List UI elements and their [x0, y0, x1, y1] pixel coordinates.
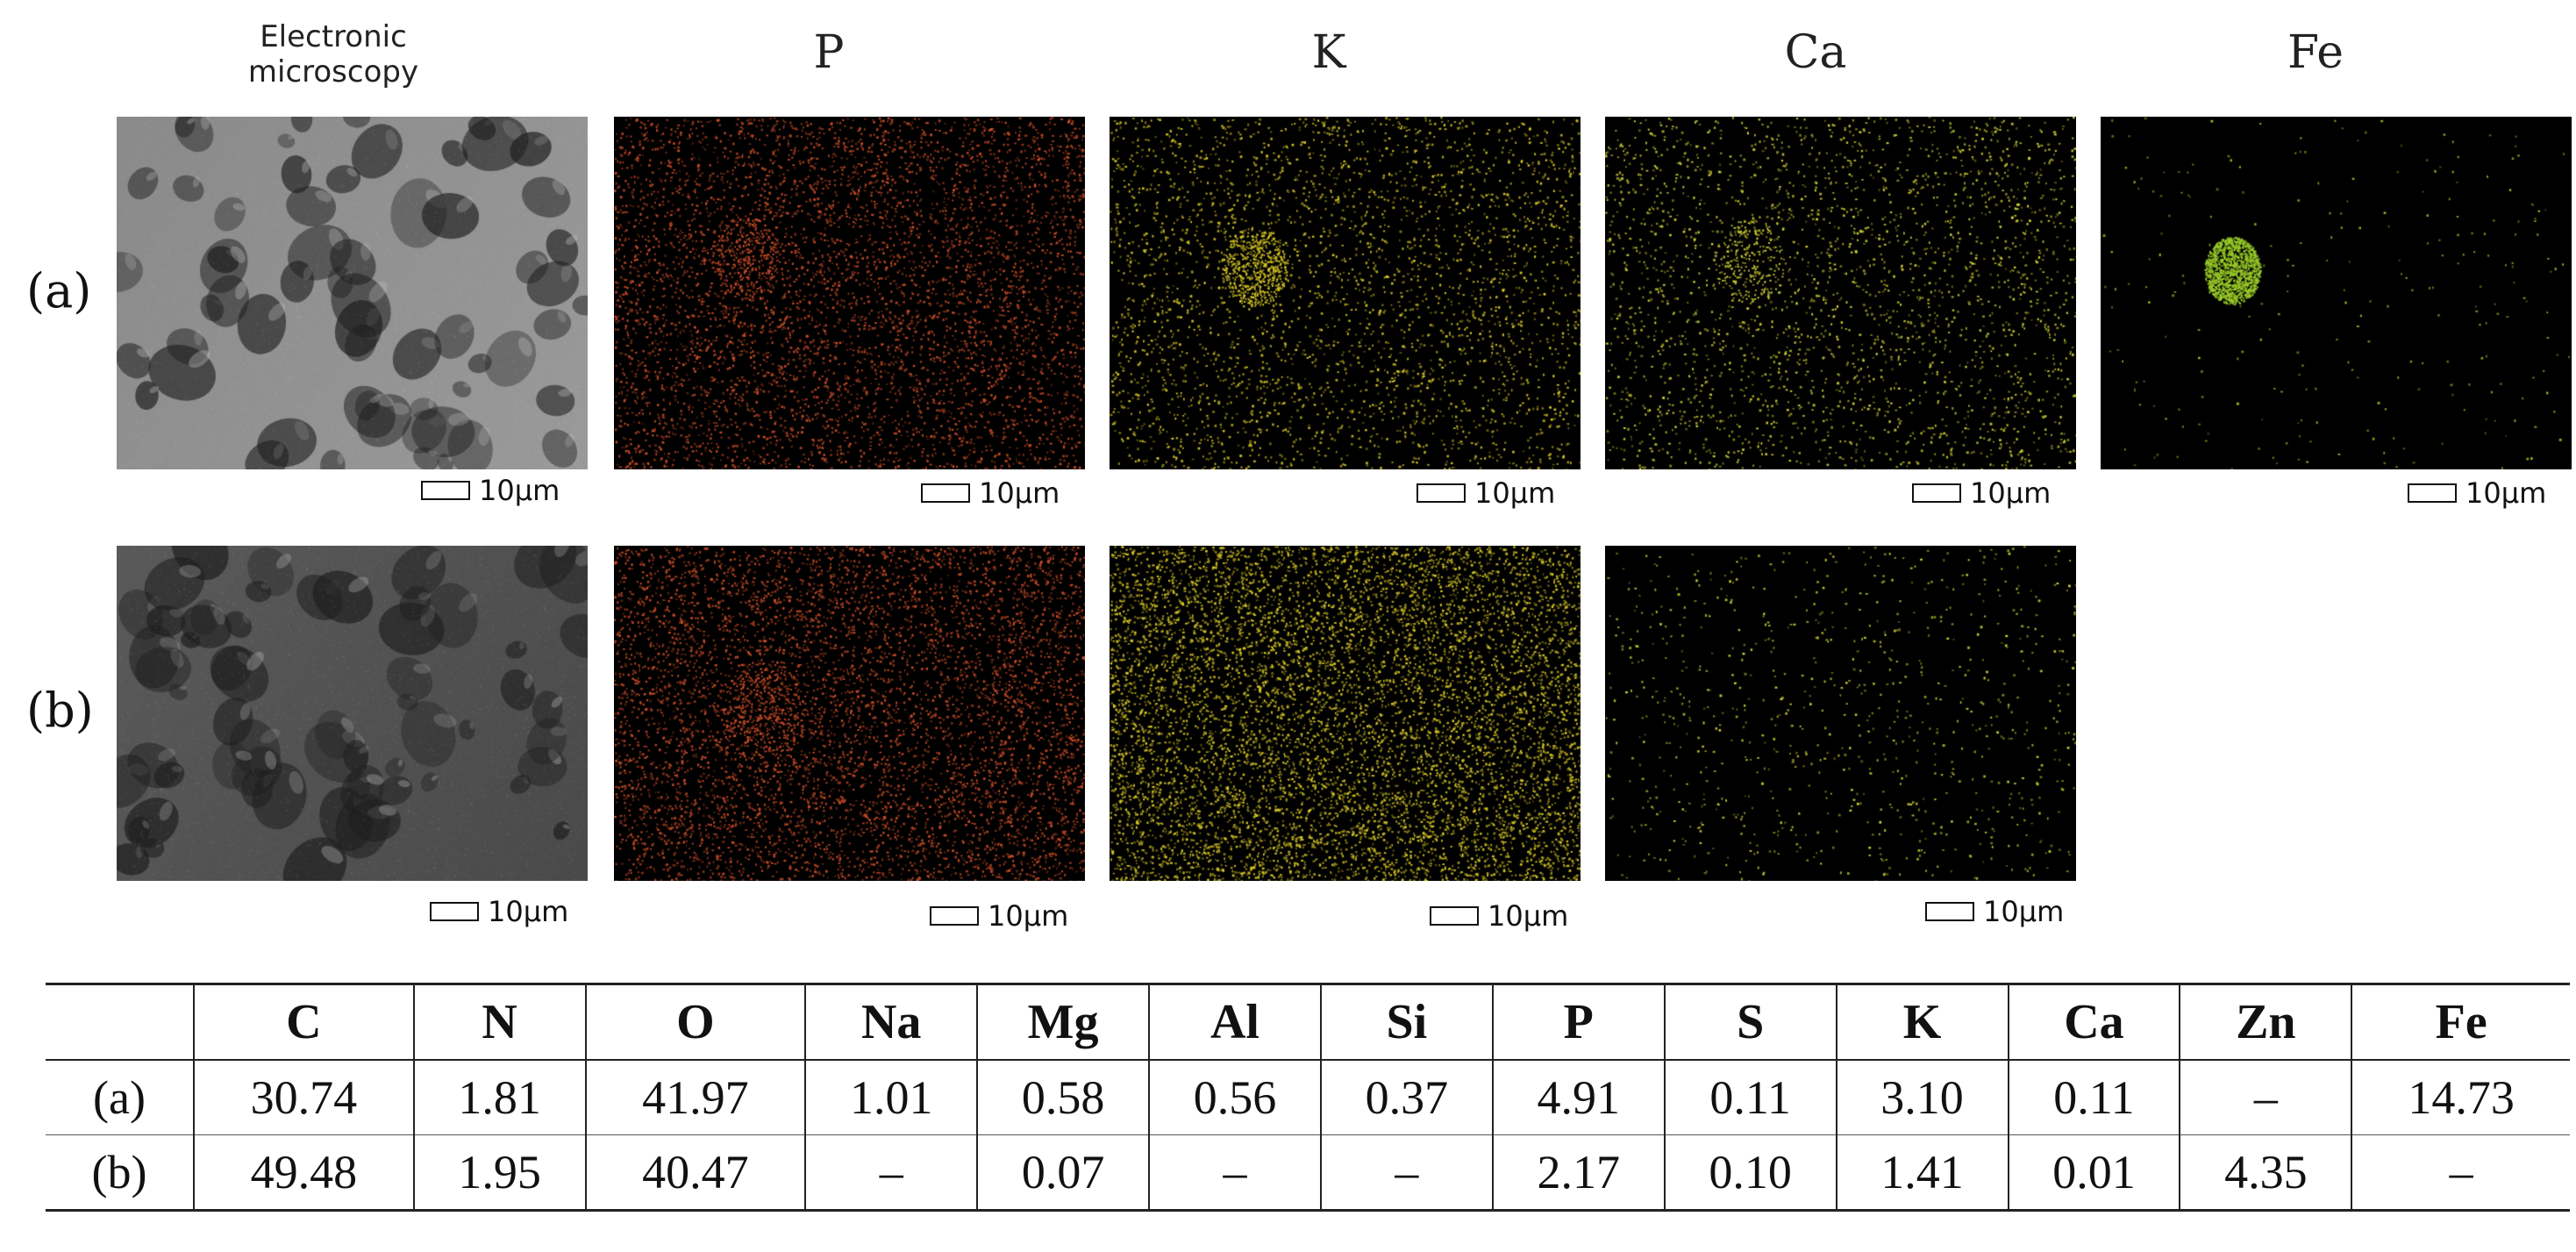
table-header-row: C N O Na Mg Al Si P S K Ca Zn Fe [46, 983, 2570, 1061]
table-cell: (b) [46, 1134, 194, 1212]
map-fe-a [2101, 117, 2572, 469]
map-fe-a-canvas [2101, 117, 2572, 469]
sem-image-a-canvas [117, 117, 588, 469]
table-cell: 0.37 [1319, 1060, 1493, 1135]
scale-bar-box [1925, 902, 1974, 921]
scale-bar-sem-b: 10μm [430, 895, 568, 928]
sem-image-b-canvas [117, 546, 588, 881]
table-cell: 1.41 [1835, 1134, 2009, 1212]
table-header-cell: Fe [2351, 983, 2570, 1061]
scale-bar-ca-b: 10μm [1925, 895, 2064, 928]
table-header-cell: N [412, 983, 586, 1061]
scale-bar-ca-a: 10μm [1912, 476, 2051, 510]
scale-bar-label: 10μm [2465, 476, 2547, 510]
scale-bar-box [930, 906, 979, 926]
map-p-a [614, 117, 1085, 469]
map-k-b-canvas [1110, 546, 1581, 881]
table-header-cell: S [1663, 983, 1837, 1061]
column-header-k: K [1311, 26, 1346, 79]
table-cell: (a) [46, 1060, 194, 1135]
column-header-ca: Ca [1784, 26, 1847, 79]
table-cell: 14.73 [2351, 1060, 2570, 1135]
map-p-a-canvas [614, 117, 1085, 469]
table-header-cell: P [1491, 983, 1665, 1061]
table-cell: 1.95 [412, 1134, 586, 1212]
table-cell: 0.11 [1663, 1060, 1837, 1135]
scale-bar-box [1416, 483, 1466, 503]
scale-bar-box [1430, 906, 1479, 926]
scale-bar-p-a: 10μm [921, 476, 1060, 510]
table-cell: 1.01 [804, 1060, 978, 1135]
scale-bar-label: 10μm [1970, 476, 2052, 510]
table-cell: 3.10 [1835, 1060, 2009, 1135]
map-ca-b [1605, 546, 2076, 881]
scale-bar-box [921, 483, 970, 503]
scale-bar-label: 10μm [1488, 899, 1569, 933]
scale-bar-k-a: 10μm [1416, 476, 1555, 510]
table-header-cell: C [193, 983, 414, 1061]
table-cell: 30.74 [193, 1060, 414, 1135]
table-cell: – [2351, 1134, 2570, 1212]
table-cell: 4.35 [2179, 1134, 2352, 1212]
table-cell: 0.58 [976, 1060, 1150, 1135]
table-cell: 41.97 [584, 1060, 806, 1135]
table-header-cell [46, 983, 194, 1061]
scale-bar-label: 10μm [988, 899, 1069, 933]
column-header-fe: Fe [2287, 26, 2344, 79]
table-cell: 0.07 [976, 1134, 1150, 1212]
scale-bar-box [421, 481, 470, 500]
scale-bar-box [430, 902, 479, 921]
map-k-a [1110, 117, 1581, 469]
table-cell: 2.17 [1491, 1134, 1665, 1212]
table-cell: 0.01 [2007, 1134, 2180, 1212]
table-header-cell: Mg [976, 983, 1150, 1061]
table-header-cell: Na [804, 983, 978, 1061]
table-header-cell: Zn [2179, 983, 2352, 1061]
column-header-electronic-microscopy: Electronic microscopy [219, 19, 447, 89]
column-header-label: Electronic microscopy [247, 19, 419, 89]
scale-bar-p-b: 10μm [930, 899, 1068, 933]
map-ca-a [1605, 117, 2076, 469]
map-p-b-canvas [614, 546, 1085, 881]
table-cell: – [804, 1134, 978, 1212]
scale-bar-sem-a: 10μm [421, 474, 560, 507]
map-p-b [614, 546, 1085, 881]
table-cell: 0.10 [1663, 1134, 1837, 1212]
scale-bar-label: 10μm [488, 895, 569, 928]
table-cell: – [1148, 1134, 1321, 1212]
scale-bar-label: 10μm [1983, 895, 2065, 928]
scale-bar-k-b: 10μm [1430, 899, 1568, 933]
scale-bar-box [1912, 483, 1961, 503]
table-header-cell: Al [1148, 983, 1321, 1061]
table-header-cell: O [584, 983, 806, 1061]
table-row: (b) 49.48 1.95 40.47 – 0.07 – – 2.17 0.1… [46, 1134, 2570, 1212]
table-cell: – [2179, 1060, 2352, 1135]
table-header-cell: K [1835, 983, 2009, 1061]
table-cell: 0.56 [1148, 1060, 1321, 1135]
table-cell: – [1319, 1134, 1493, 1212]
row-label-b: (b) [26, 683, 94, 738]
sem-image-b [117, 546, 588, 881]
scale-bar-fe-a: 10μm [2408, 476, 2546, 510]
sem-image-a [117, 117, 588, 469]
table-cell: 0.11 [2007, 1060, 2180, 1135]
row-label-a: (a) [26, 263, 92, 318]
table-cell: 1.81 [412, 1060, 586, 1135]
table-cell: 49.48 [193, 1134, 414, 1212]
composition-table: C N O Na Mg Al Si P S K Ca Zn Fe (a) 30.… [46, 983, 2570, 1212]
table-cell: 40.47 [584, 1134, 806, 1212]
scale-bar-box [2408, 483, 2457, 503]
table-header-cell: Si [1319, 983, 1493, 1061]
scale-bar-label: 10μm [479, 474, 560, 507]
column-header-p: P [813, 26, 845, 79]
map-k-a-canvas [1110, 117, 1581, 469]
scale-bar-label: 10μm [1474, 476, 1556, 510]
table-cell: 4.91 [1491, 1060, 1665, 1135]
table-row: (a) 30.74 1.81 41.97 1.01 0.58 0.56 0.37… [46, 1060, 2570, 1135]
table-header-cell: Ca [2007, 983, 2180, 1061]
map-ca-a-canvas [1605, 117, 2076, 469]
map-ca-b-canvas [1605, 546, 2076, 881]
map-k-b [1110, 546, 1581, 881]
scale-bar-label: 10μm [979, 476, 1060, 510]
